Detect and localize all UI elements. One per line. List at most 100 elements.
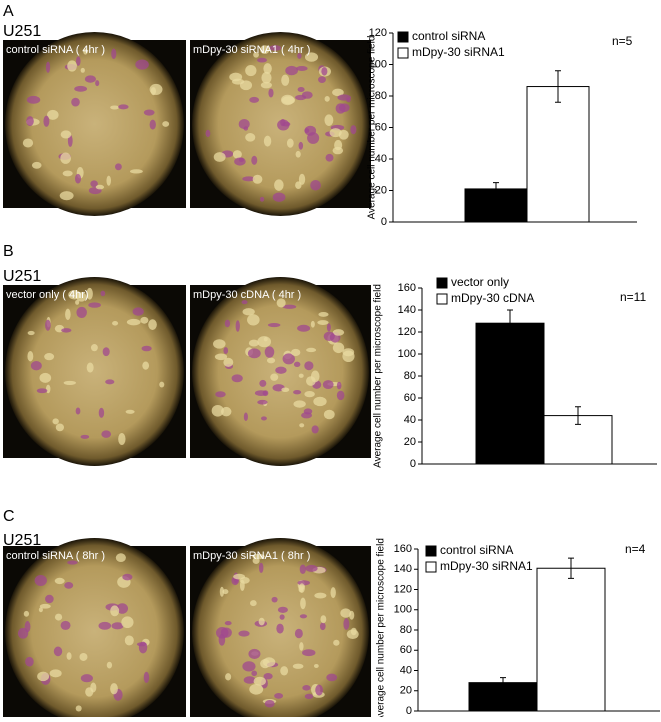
cell [313,663,319,669]
cell-line: U251 [3,532,41,549]
cell [224,319,231,328]
cell [299,614,308,619]
legend-swatch [436,277,448,289]
cell [143,109,155,116]
cell [298,373,304,378]
error-bar [575,406,581,425]
cell [84,75,97,83]
cell [63,380,76,385]
cell [219,586,225,597]
cell [215,627,229,639]
cell [88,302,101,308]
cell [343,618,350,630]
cell [225,673,232,681]
cell [229,72,243,82]
cell [272,192,286,202]
legend-swatch [436,293,448,305]
cell [122,573,133,581]
cell [259,196,265,202]
cell [319,622,326,631]
cell [23,610,30,617]
cell [258,562,264,574]
cell [285,65,298,76]
cell [324,114,334,127]
cell [318,311,329,317]
cell [106,175,111,186]
cell [39,603,51,609]
y-axis-label: Average cell number per microscope field [373,284,384,468]
panel-label: A [3,3,14,20]
cell [64,581,74,589]
y-tick-label: 140 [394,563,412,575]
cell [318,76,326,84]
cell [80,434,90,439]
cell [257,57,268,63]
panel-label: B [3,243,14,260]
cell [234,157,246,166]
y-tick-label: 80 [404,370,416,382]
cell [292,663,304,669]
cell [350,627,357,636]
cell [214,353,228,361]
cell [66,652,72,660]
cell [297,324,311,332]
cell [317,320,329,325]
cell [102,347,110,357]
y-tick-label: 140 [398,304,416,316]
y-tick-label: 160 [398,282,416,294]
cell [247,348,261,359]
cell [243,412,248,421]
cell [60,152,71,164]
cell [252,557,260,564]
cell [215,391,226,398]
legend-label: mDpy-30 siRNA1 [440,559,533,573]
cell [75,705,82,712]
cell [242,661,256,672]
cell [340,608,352,618]
cell [71,97,80,107]
cell [299,423,305,428]
cell [22,138,34,148]
cell [259,379,267,387]
cell [295,94,307,101]
cell [321,67,328,76]
cell [45,61,51,73]
cell [298,141,304,150]
cell [293,390,302,395]
cell [90,344,98,352]
legend-label: control siRNA [440,543,513,557]
cell [303,408,313,415]
cell [258,617,265,626]
cell [65,308,71,321]
cell [222,589,229,595]
y-tick-label: 40 [404,414,416,426]
cell [257,399,268,405]
cell [326,673,338,682]
cell [95,184,105,190]
image-caption: mDpy-30 siRNA1 ( 4hr ) [193,44,310,56]
cell [276,623,284,634]
error-bar [555,70,561,103]
cell [90,682,97,693]
cell [98,621,112,630]
y-tick-label: 40 [375,153,387,165]
legend-swatch [397,31,409,43]
cell [252,174,263,184]
cell [280,666,289,676]
cell [159,381,165,388]
cell [299,564,306,574]
cell [260,416,267,421]
cell [100,290,106,297]
cell [112,321,119,326]
cell [336,381,342,390]
cell [80,67,85,73]
cell [253,676,266,686]
cell [263,63,272,75]
cell [323,409,335,420]
cell [25,656,34,667]
cell [241,300,248,305]
cell [310,179,321,191]
cell [55,423,64,432]
cell [263,673,273,680]
cell [45,319,51,331]
